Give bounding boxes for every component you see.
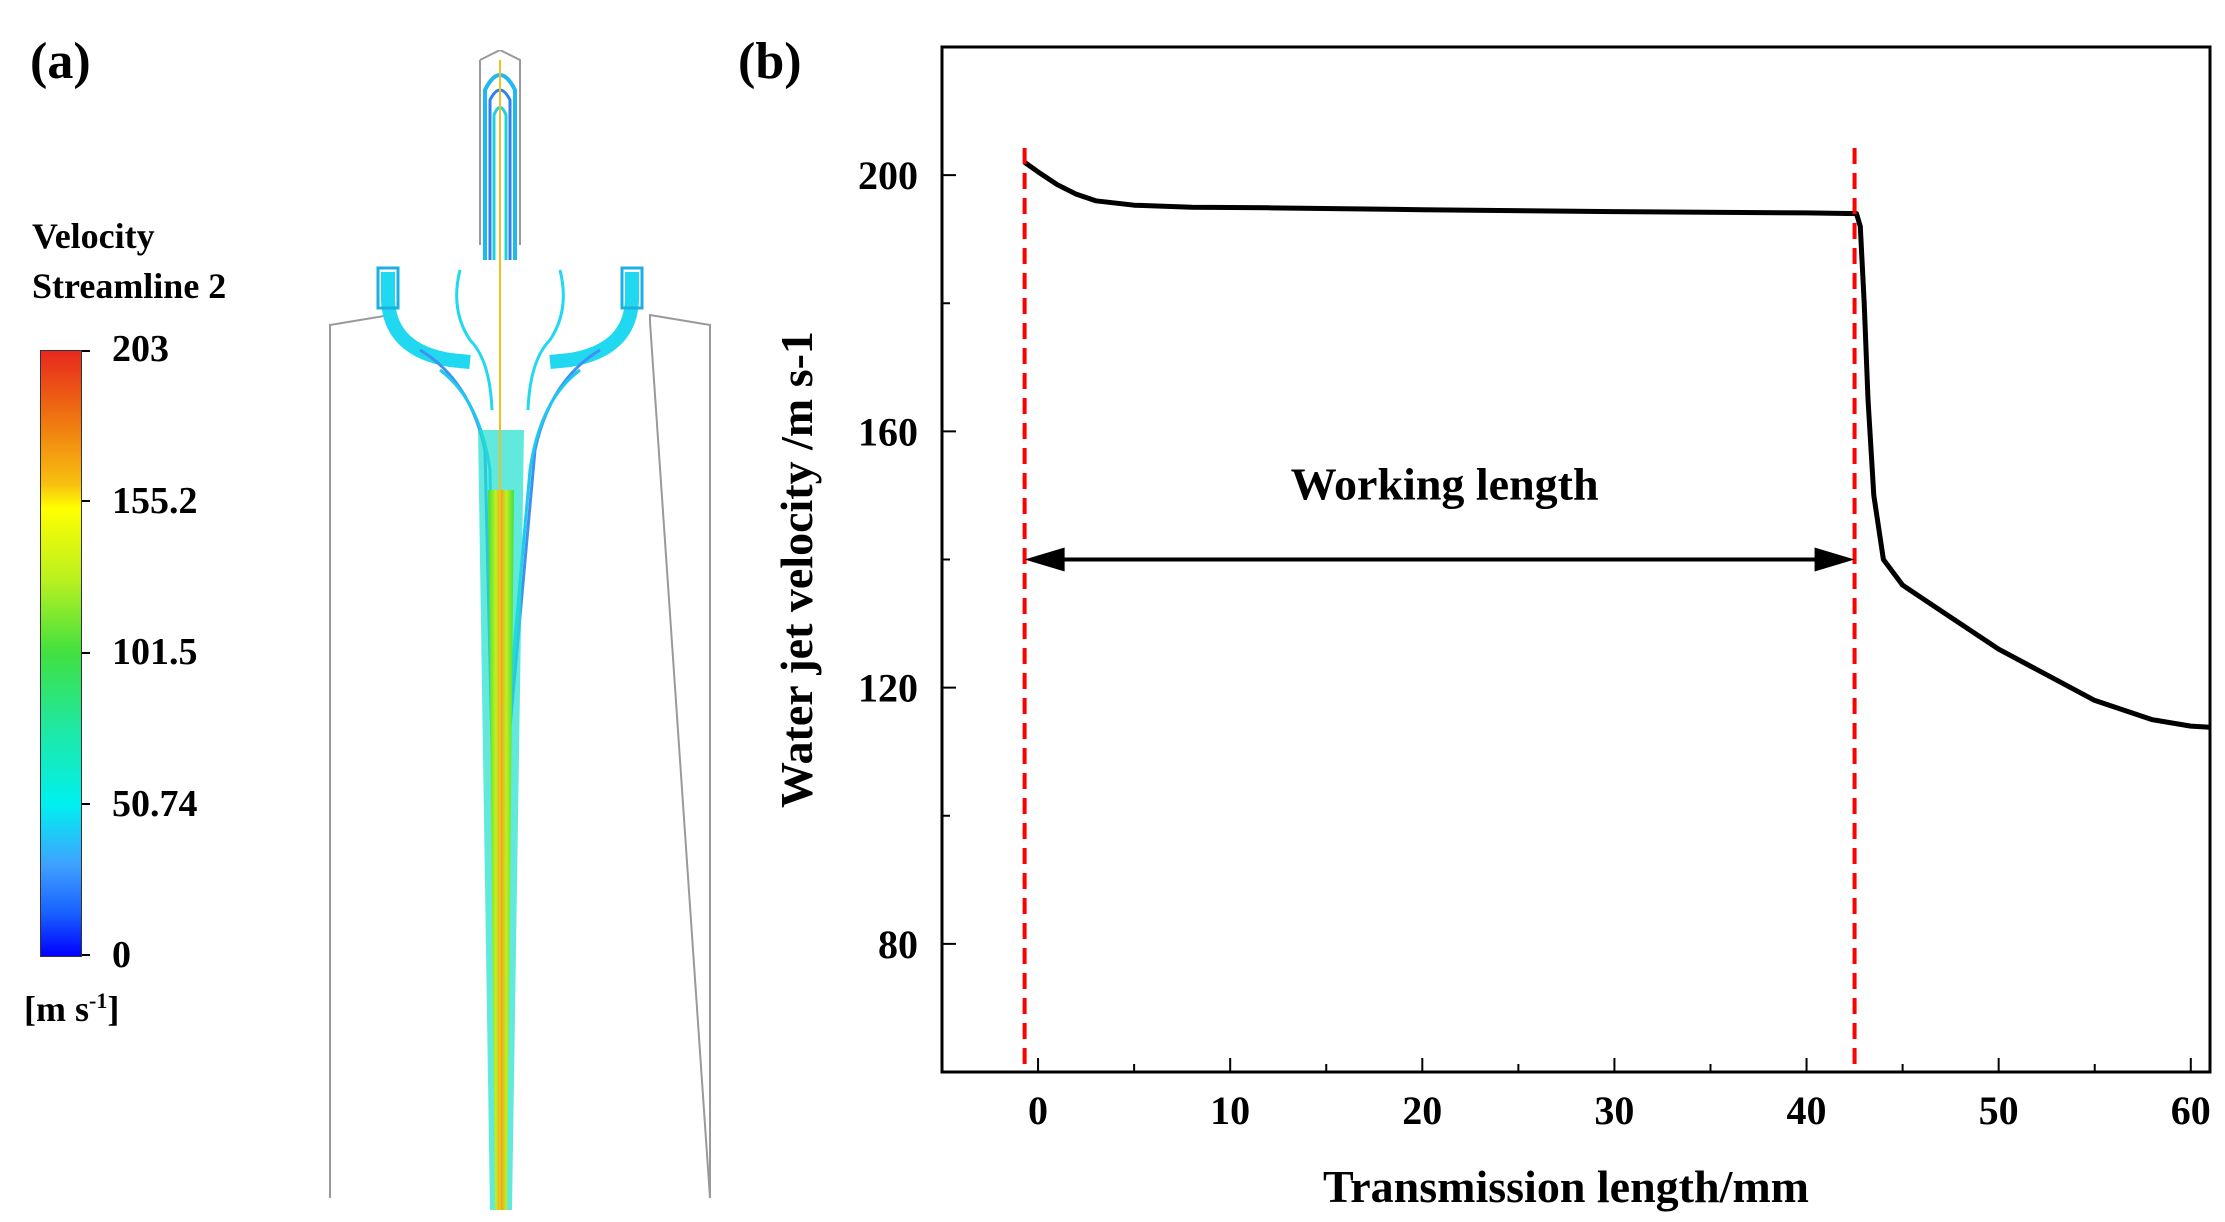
legend-unit-close: ] (107, 989, 120, 1029)
panel-a-label: (a) (30, 33, 91, 90)
legend-title-streamline: Streamline 2 (32, 266, 227, 306)
nozzle-top-outline (479, 50, 521, 245)
colorbar-tick (82, 500, 90, 502)
x-tick-label: 20 (1402, 1088, 1442, 1133)
right-inlet-cap (620, 266, 644, 310)
working-length-arrowhead-left (1024, 547, 1065, 572)
mixing-streamlines (455, 269, 494, 411)
working-length-label: Working length (1291, 459, 1599, 510)
x-tick-label: 30 (1594, 1088, 1634, 1133)
mixing-streamlines (503, 368, 581, 751)
colorbar-label: 101.5 (112, 631, 198, 673)
x-tick-label: 0 (1028, 1088, 1048, 1133)
left-inlet-streamlines (381, 272, 471, 369)
right-inlet-streamlines (549, 272, 639, 369)
legend-title-velocity: Velocity (32, 216, 155, 256)
colorbar-tick (82, 652, 90, 654)
y-axis-label: Water jet velocity /m s-1 (771, 331, 822, 808)
colorbar-tick (82, 954, 90, 956)
x-tick-label: 40 (1787, 1088, 1827, 1133)
left-inlet-cap (376, 266, 400, 310)
colorbar-label: 155.2 (112, 480, 198, 522)
colorbar-tick (82, 803, 90, 805)
mixing-streamlines (526, 269, 565, 411)
colorbar-label-max: 203 (112, 328, 169, 370)
chart-plot-layer: 0 10 20 30 40 50 60 80 120 160 200 Transmission len… (771, 45, 2212, 1212)
x-tick-label: 60 (2171, 1088, 2211, 1133)
x-tick-label: 10 (1210, 1088, 1250, 1133)
y-tick-label: 200 (858, 153, 918, 198)
panel-b-label: (b) (738, 33, 802, 90)
x-axis-label: Transmission length/mm (1323, 1161, 1809, 1212)
y-tick-label: 160 (858, 409, 918, 454)
series-line (1023, 160, 2211, 730)
velocity-colorbar (40, 350, 82, 957)
colorbar-tick (82, 350, 90, 352)
nozzle-streamline-image (329, 50, 711, 1210)
legend-unit-base: [m s (24, 989, 89, 1029)
colorbar-label-min: 0 (112, 934, 131, 976)
colorbar-label: 50.74 (112, 783, 198, 825)
y-tick-label: 80 (878, 922, 918, 967)
working-length-arrowhead-right (1814, 547, 1855, 572)
legend-unit: [m s-1] (24, 988, 119, 1030)
x-tick-label: 50 (1979, 1088, 2019, 1133)
y-tick-label: 120 (858, 666, 918, 711)
legend-unit-exponent: -1 (89, 988, 108, 1013)
